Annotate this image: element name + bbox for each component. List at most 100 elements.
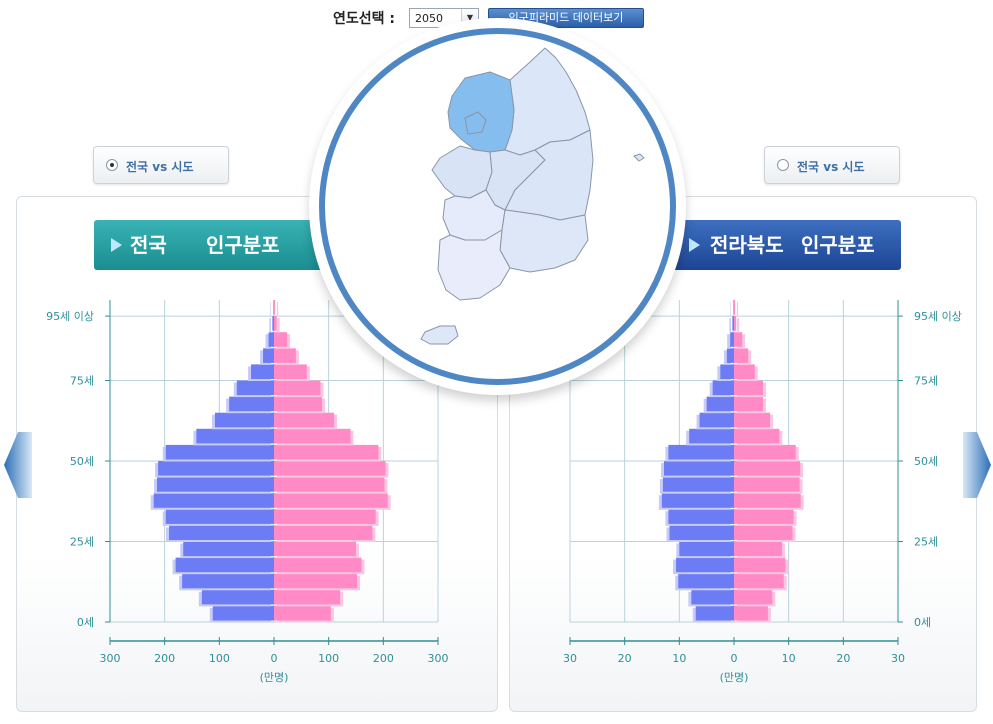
- map-region-chungnam[interactable]: [431, 145, 493, 199]
- region-female-bar: [734, 300, 736, 315]
- national-female-bar: [274, 557, 362, 573]
- region-male-bar: [678, 573, 734, 589]
- national-male-bar: [201, 589, 274, 605]
- national-male-bar: [229, 396, 274, 412]
- national-age-label: 0세: [77, 616, 94, 629]
- national-male-bar-shadow: [270, 302, 271, 317]
- region-male-bar: [732, 316, 734, 331]
- region-male-bar: [691, 589, 734, 605]
- national-male-bar: [157, 477, 274, 492]
- national-male-bar: [182, 573, 274, 589]
- map-region-jeonnam[interactable]: [437, 229, 511, 301]
- compare-radio-right-label: 전국 vs 시도: [797, 160, 865, 174]
- region-female-bar: [734, 589, 773, 605]
- region-age-label: 25세: [914, 536, 938, 549]
- region-age-label: 75세: [914, 375, 938, 388]
- national-title-bar: 전국 인구분포: [94, 220, 326, 270]
- region-title-bar: 전라북도 인구분포: [672, 220, 901, 270]
- region-x-tick-label: 30: [563, 652, 577, 665]
- national-x-tick-label: 300: [428, 652, 449, 665]
- region-female-bar: [734, 316, 737, 331]
- map-region-ulleung: [633, 153, 645, 162]
- national-male-bar: [263, 348, 274, 363]
- region-male-bar-shadow: [729, 318, 731, 333]
- national-female-bar: [274, 428, 351, 444]
- compare-radio-left[interactable]: 전국 vs 시도: [93, 146, 229, 184]
- compare-radio-right[interactable]: 전국 vs 시도: [764, 146, 900, 184]
- national-title-suffix: 인구분포: [206, 233, 280, 257]
- region-x-tick-label: 10: [782, 652, 796, 665]
- region-x-tick-label: 20: [618, 652, 632, 665]
- national-male-bar: [196, 428, 274, 444]
- region-female-bar-shadow: [737, 302, 739, 317]
- region-female-bar: [734, 605, 768, 621]
- region-male-bar: [689, 428, 734, 444]
- region-x-tick-label: 0: [731, 652, 738, 665]
- national-x-tick-label: 200: [154, 652, 175, 665]
- region-male-bar: [733, 300, 734, 315]
- region-male-bar: [730, 332, 734, 347]
- region-female-bar: [734, 396, 763, 412]
- radio-checked-icon[interactable]: [106, 159, 118, 171]
- region-male-bar: [720, 364, 734, 379]
- national-female-bar: [274, 541, 356, 557]
- national-male-bar: [212, 605, 274, 621]
- region-male-bar: [706, 396, 734, 412]
- national-female-bar: [274, 412, 335, 428]
- region-male-bar: [695, 605, 734, 621]
- map-region-jeju[interactable]: [420, 325, 459, 345]
- national-male-bar: [169, 525, 274, 540]
- region-female-bar: [734, 428, 780, 444]
- national-male-bar: [272, 316, 274, 331]
- national-male-bar: [236, 380, 274, 396]
- national-female-bar: [274, 444, 379, 460]
- next-arrow-icon[interactable]: [963, 432, 991, 498]
- korea-map-circle: [309, 18, 686, 395]
- national-x-tick-label: 300: [100, 652, 121, 665]
- map-region-seoul: [464, 111, 487, 135]
- national-female-bar: [274, 509, 376, 524]
- region-male-bar: [664, 461, 734, 476]
- region-male-bar: [726, 348, 734, 363]
- national-female-bar: [274, 300, 276, 315]
- region-age-label: 50세: [914, 455, 938, 468]
- region-female-bar: [734, 525, 793, 540]
- play-triangle-icon: [689, 238, 700, 252]
- region-female-bar: [734, 557, 786, 573]
- national-age-label: 25세: [70, 536, 94, 549]
- region-male-bar-shadow: [727, 334, 731, 349]
- national-male-bar: [175, 557, 274, 573]
- region-male-bar: [712, 380, 734, 396]
- region-female-bar: [734, 364, 755, 379]
- region-unit-label: (만명): [720, 671, 749, 684]
- national-female-bar: [274, 348, 296, 363]
- region-male-bar: [676, 557, 734, 573]
- region-age-label: 0세: [914, 616, 931, 629]
- region-male-bar: [668, 509, 734, 524]
- national-female-bar: [274, 396, 323, 412]
- region-female-bar: [734, 541, 783, 557]
- region-female-bar: [734, 461, 801, 476]
- region-x-tick-label: 20: [836, 652, 850, 665]
- prev-arrow-icon[interactable]: [4, 432, 32, 498]
- region-female-bar: [734, 477, 800, 492]
- national-female-bar-shadow: [277, 318, 280, 333]
- region-x-tick-label: 30: [891, 652, 905, 665]
- region-male-bar: [661, 493, 734, 508]
- national-female-bar: [274, 380, 321, 396]
- map-region-gyeongnam[interactable]: [499, 209, 589, 273]
- region-age-label: 95세 이상: [914, 310, 962, 323]
- play-triangle-icon: [111, 238, 122, 252]
- national-female-bar: [274, 605, 331, 621]
- map-region-gyeonggi[interactable]: [447, 71, 515, 153]
- region-title-name: 전라북도: [710, 233, 784, 257]
- region-female-bar: [734, 493, 801, 508]
- compare-radio-left-label: 전국 vs 시도: [126, 160, 194, 174]
- korea-map: [420, 47, 645, 345]
- region-female-bar: [734, 348, 749, 363]
- radio-unchecked-icon[interactable]: [777, 159, 789, 171]
- national-male-bar: [251, 364, 274, 379]
- national-age-label: 50세: [70, 455, 94, 468]
- national-unit-label: (만명): [260, 671, 289, 684]
